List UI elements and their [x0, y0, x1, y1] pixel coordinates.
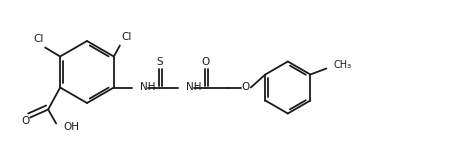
- Text: S: S: [157, 57, 163, 67]
- Text: OH: OH: [63, 122, 79, 131]
- Text: Cl: Cl: [33, 34, 43, 45]
- Text: Cl: Cl: [121, 33, 132, 43]
- Text: NH: NH: [140, 82, 155, 91]
- Text: O: O: [21, 115, 29, 125]
- Text: O: O: [242, 82, 250, 91]
- Text: NH: NH: [186, 82, 201, 91]
- Text: CH₃: CH₃: [333, 60, 351, 70]
- Text: O: O: [202, 57, 210, 67]
